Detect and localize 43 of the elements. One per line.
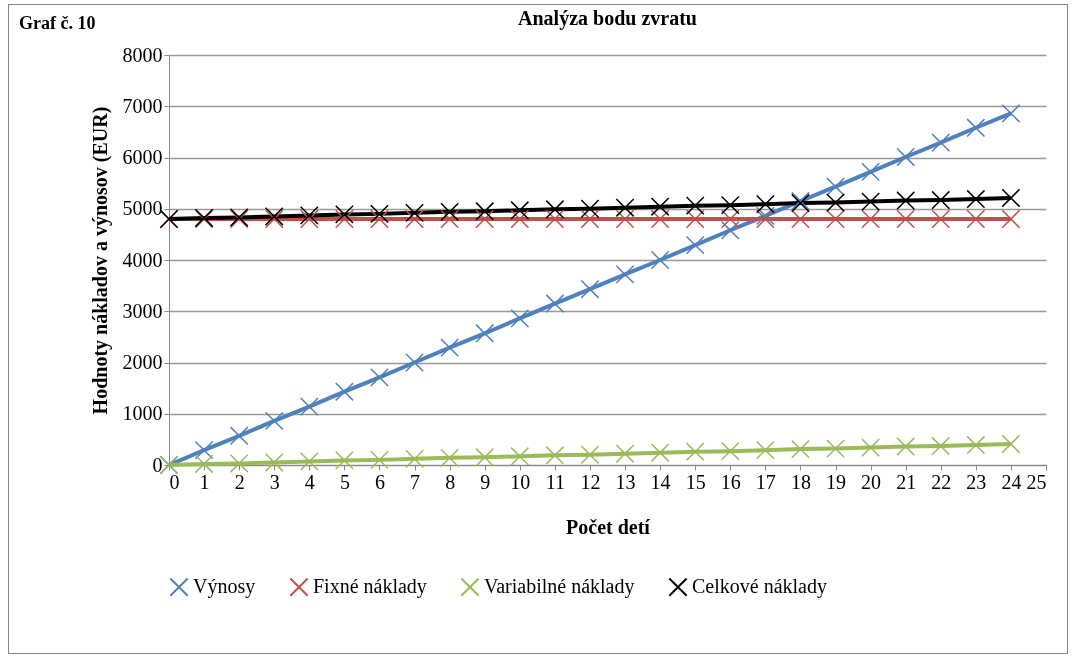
x-tick-label: 10 [510,470,531,493]
x-tick-label: 7 [410,470,421,493]
legend-label: Variabilné náklady [484,575,635,599]
y-tick-label: 7000 [122,94,163,117]
y-axis-title: Hodnoty nákladov a výnosov (EUR) [88,106,112,415]
y-tick-label: 4000 [122,248,163,271]
x-tick-label: 4 [304,470,315,493]
x-axis-title: Počet detí [566,515,651,538]
x-tick-label: 23 [966,470,987,493]
x-tick-label: 6 [374,470,385,493]
x-tick-label: 13 [615,470,636,493]
y-tick-label: 0 [152,453,163,476]
y-tick-label: 6000 [122,146,163,168]
legend-label: Celkové náklady [692,575,827,599]
y-tick-label: 5000 [122,197,163,220]
x-tick-label: 15 [685,470,706,493]
legend-label: Fixné náklady [313,575,427,599]
x-tick-label: 20 [861,470,882,493]
y-tick-label: 1000 [122,402,163,425]
chart-title: Analýza bodu zvratu [518,7,697,30]
x-tick-label: 3 [269,470,280,493]
x-tick-label: 11 [545,470,566,493]
y-tick-label: 2000 [122,351,163,373]
x-tick-label: 0 [169,470,180,493]
x-tick-label: 12 [580,470,601,493]
x-tick-label: 1 [199,470,210,493]
x-tick-label: 22 [931,470,952,493]
text: Graf č. 10 [19,13,96,34]
x-tick-label: 5 [339,470,350,493]
x-tick-label: 21 [896,470,917,493]
y-tick-label: 8000 [122,43,163,66]
x-tick-label: 17 [755,470,776,493]
legend-label: Výnosy [193,575,256,599]
x-tick-label: 14 [650,470,671,493]
x-tick-label: 24 [1001,470,1022,493]
x-tick-label: 8 [445,470,456,493]
x-tick-label: 19 [826,470,847,493]
x-tick-label: 16 [720,470,741,493]
x-tick-label: 9 [480,470,491,493]
x-tick-label: 2 [234,470,245,493]
x-tick-label: 18 [790,470,811,493]
y-tick-label: 3000 [122,299,163,322]
x-tick-label: 25 [1026,470,1047,493]
